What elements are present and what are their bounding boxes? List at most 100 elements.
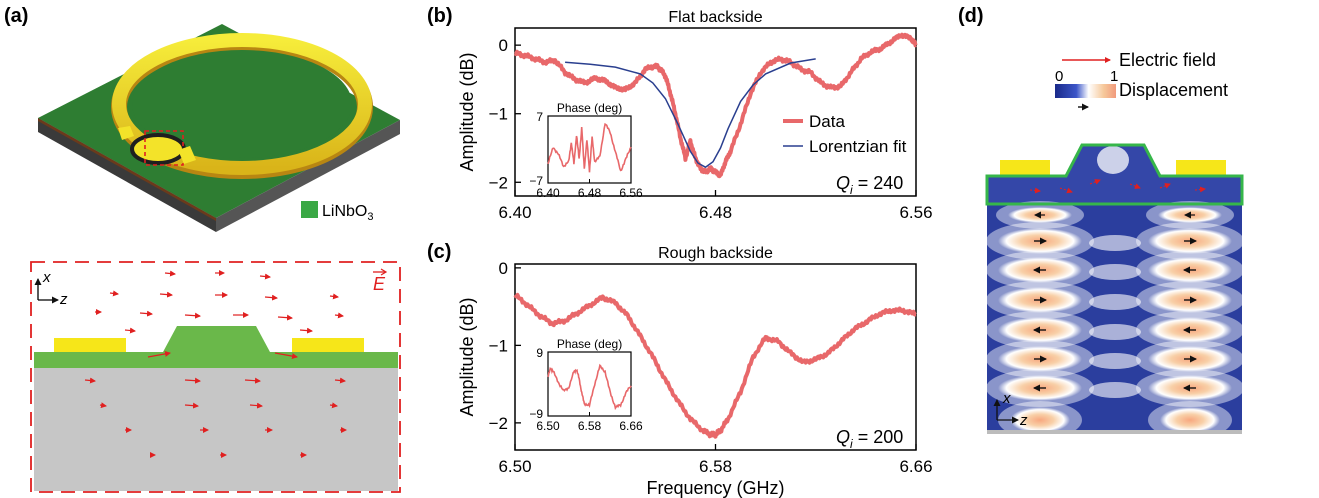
inset-x-tick-label: 6.58 [578,419,602,433]
field-e-label: E [373,274,386,294]
colorbar [1055,84,1116,98]
chart-b: Flat backside 6.40 6.48 6.56 0 −1 −2 Amplitude … [457,9,933,222]
sim-field-arrow [1089,179,1101,185]
field-arrow [184,312,201,319]
inset-title: Phase (deg) [557,337,622,351]
displacement-simulation: x z [985,143,1244,439]
qi-annotation: Qi = 200 [836,427,903,451]
zoom-box [144,130,184,166]
x-tick-label: 6.66 [899,457,932,476]
field-arrow [274,352,298,360]
field-arrow [159,291,173,298]
inset-phase-line [547,122,632,173]
axis-x-label: x [42,269,51,286]
chart-title: Rough backside [658,245,773,262]
field-arrow [249,402,263,409]
center-lobe [1089,294,1141,310]
sim-field-arrows [1029,179,1206,194]
panel-c-label: (c) [427,241,451,263]
panel-d: (d) Electric field 0 1 Displacement x z [958,5,1244,439]
center-lobe [1089,235,1141,251]
inset-frame [547,115,632,184]
colorbar-min-label: 0 [1055,68,1063,85]
y-tick-label: −1 [489,336,508,355]
colorbar-max-label: 1 [1110,68,1118,85]
sim-field-arrow [1159,183,1171,189]
transducer-disk [130,133,186,165]
field-arrow [124,327,136,334]
linbo3-film [34,352,398,368]
series-fit-line [565,58,816,169]
field-arrow [259,273,271,280]
material-legend-swatch [301,201,318,218]
x-tick-label: 6.40 [498,203,531,222]
field-arrow [329,402,338,409]
displacement-lobe [1160,407,1220,433]
series-data-line [513,292,917,439]
inset-y-tick-label: −9 [529,407,543,421]
ring-resonator [112,33,372,175]
cross-section: x z E [30,261,401,493]
inset-x-tick-label: 6.48 [578,186,602,200]
field-arrow [109,290,119,297]
field-e-vector-head [380,268,388,276]
field-arrow [99,402,107,409]
coupler-pad-right [178,146,196,164]
center-lobe [1089,324,1141,340]
field-arrow-map [84,270,347,458]
panel-c: (c) Rough backside 6.50 6.58 6.66 0 −1 −2 Ampli… [427,241,933,498]
legend-entry-label: Data [809,112,845,131]
axis-z-label: z [59,291,68,308]
panel-b: (b) Flat backside 6.40 6.48 6.56 0 −1 −2 Amplit… [427,5,933,222]
center-lobe [1089,353,1141,369]
panel-a-label: (a) [4,5,28,27]
x-axis-label: Frequency (GHz) [646,478,784,498]
y-axis-label: Amplitude (dB) [457,52,477,171]
x-tick-label: 6.48 [699,203,732,222]
field-arrow [334,377,346,384]
field-arrow [184,377,201,384]
qi-annotation: Qi = 240 [836,173,903,197]
sim-field-arrow [1029,187,1041,194]
series-data-line [513,32,918,179]
ring-inner [132,50,352,158]
displacement-lobe [1010,407,1070,433]
chart-c: Rough backside 6.50 6.58 6.66 0 −1 −2 Amplitude… [457,245,933,498]
inset-x-tick-label: 6.66 [619,419,643,433]
field-arrow [299,327,313,334]
panel-b-label: (b) [427,5,453,27]
chip-side-right [216,120,400,232]
panel-d-label: (d) [958,5,984,27]
material-legend-text: LiNbO3 [322,203,373,223]
sim-axis-x-label: x [1002,390,1011,407]
x-tick-label: 6.58 [699,457,732,476]
sim-axis-z-label: z [1019,412,1028,429]
electrode-left [54,338,126,352]
sim-field-arrow [1194,186,1206,193]
field-arrow [329,293,339,300]
inset-phase-line [547,363,632,411]
electrode-right [292,338,364,352]
linbo3-ridge [163,326,270,352]
center-lobe [1089,382,1141,398]
sim-film [987,176,1242,204]
field-arrow [277,314,293,321]
field-arrow [139,310,153,317]
center-lobe [1089,264,1141,280]
inset-x-tick-label: 6.50 [536,419,560,433]
inset-title: Phase (deg) [557,101,622,115]
y-tick-label: −2 [489,414,508,433]
coupler-pad [118,126,134,140]
sim-electrode-left [1000,160,1050,176]
y-tick-label: 0 [499,36,508,55]
field-arrow [334,312,344,319]
y-tick-label: 0 [499,259,508,278]
field-arrow [147,350,171,358]
inset-y-tick-label: 7 [536,110,543,124]
field-arrow [164,270,176,277]
field-arrow [184,402,199,409]
chip-side-left [38,118,216,232]
legend-displacement-text: Displacement [1119,80,1228,100]
substrate [34,367,398,491]
